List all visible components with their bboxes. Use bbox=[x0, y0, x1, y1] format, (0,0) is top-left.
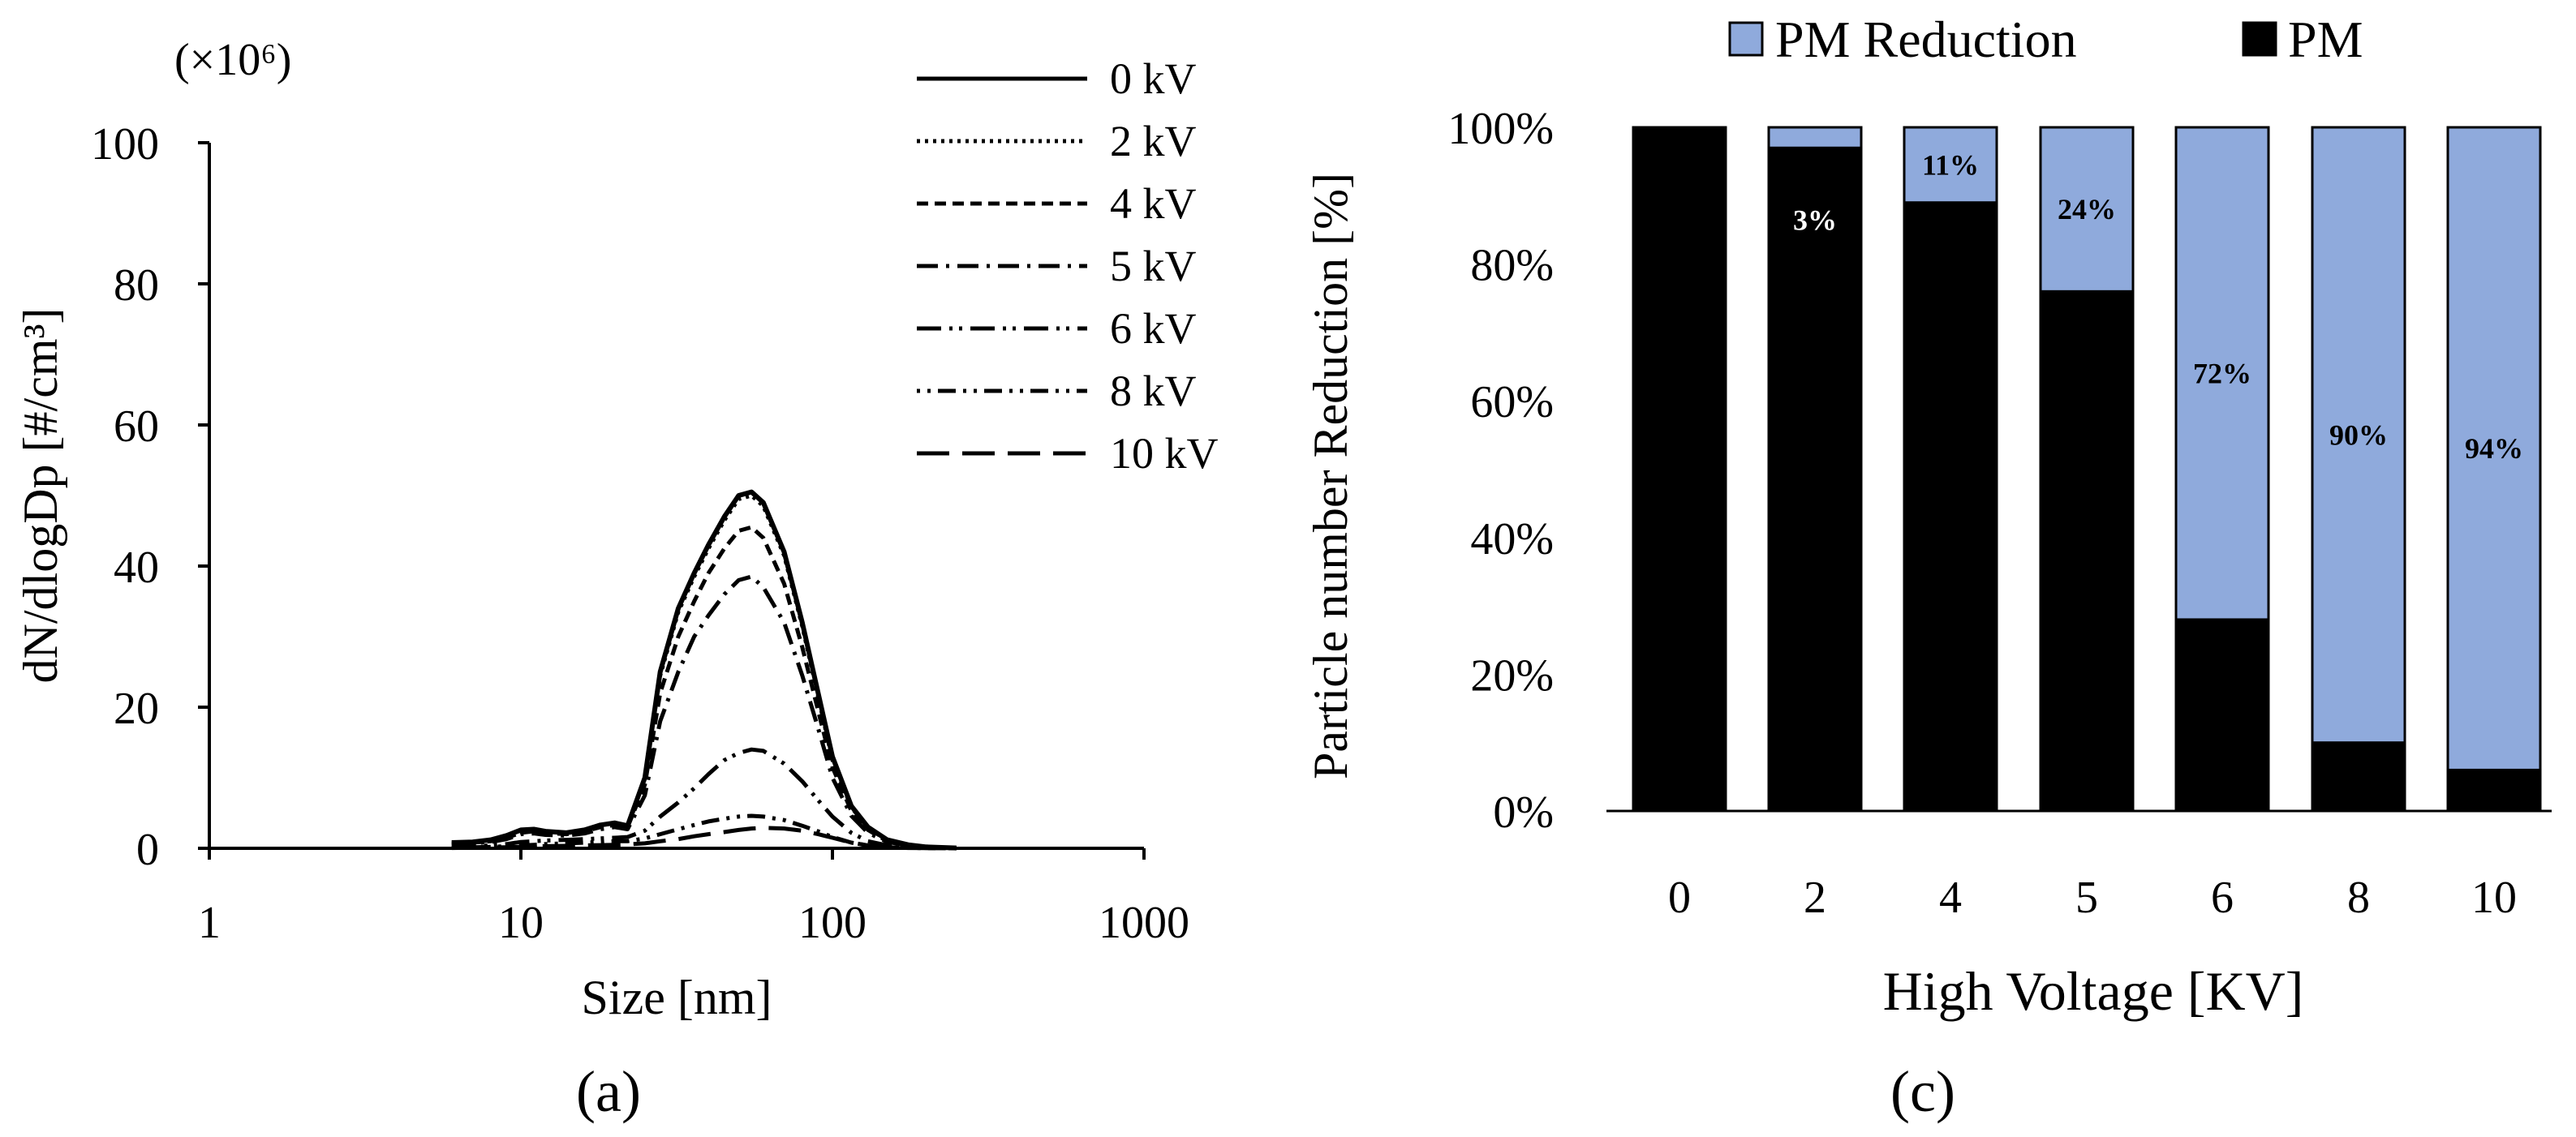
panel-a-y-axis-title: dN/dlogDp [#/cm³] bbox=[14, 308, 67, 684]
bar-data-label: 11% bbox=[1922, 148, 1979, 181]
panel-a-legend: 0 kV 2 kV 4 kV 5 kV 6 kV 8 kV 10 kV bbox=[917, 54, 1219, 478]
y-tick-label: 40% bbox=[1470, 514, 1554, 564]
legend-label: 8 kV bbox=[1110, 367, 1197, 415]
bar-pm bbox=[1767, 146, 1863, 813]
x-tick-label: 4 bbox=[1939, 873, 1962, 923]
bar-data-label: 90% bbox=[2329, 418, 2388, 451]
x-tick-label: 1 bbox=[198, 898, 221, 948]
panel-a-x-axis-title: Size [nm] bbox=[582, 971, 772, 1024]
panel-c-chart: PM Reduction PM 3%11%24%72%90% 94% 0%20%40… bbox=[1304, 11, 2552, 1124]
panel-c-x-axis-title: High Voltage [KV] bbox=[1883, 960, 2304, 1022]
panel-c-label: (c) bbox=[1890, 1059, 1955, 1124]
legend-label: 2 kV bbox=[1110, 117, 1197, 165]
bar-pm bbox=[1903, 201, 1998, 813]
y-tick-label: 20% bbox=[1470, 650, 1554, 701]
panel-c-y-axis-title: Particle number Reduction [%] bbox=[1304, 173, 1357, 779]
x-tick-label: 10 bbox=[2471, 873, 2517, 923]
bar-data-label: 3% bbox=[1793, 204, 1837, 236]
panel-a-label: (a) bbox=[576, 1059, 641, 1124]
legend-label: 10 kV bbox=[1110, 429, 1219, 478]
x-tick-label: 1000 bbox=[1099, 898, 1189, 948]
legend-swatch-pm bbox=[2242, 21, 2277, 57]
bar-data-label: 94% bbox=[2465, 432, 2523, 465]
panel-a-chart: (×10⁶) 0 20 40 60 80 100 1 10 100 1000 0 kV 2 kV 4 … bbox=[14, 35, 1219, 1124]
series-line-8-kv bbox=[451, 813, 957, 851]
legend-swatch-pm-reduction bbox=[1728, 21, 1764, 57]
series-line-10-kv bbox=[451, 826, 957, 851]
x-tick-label: 10 bbox=[498, 898, 544, 948]
y-tick-label: 60% bbox=[1470, 377, 1554, 427]
bar-pm bbox=[2311, 741, 2406, 813]
bar-pm bbox=[1632, 126, 1727, 813]
legend-label-pm: PM bbox=[2288, 11, 2363, 68]
bar-pm-reduction bbox=[1903, 126, 1998, 204]
panel-c-legend: PM Reduction PM bbox=[1728, 11, 2363, 68]
x-tick-label: 100 bbox=[798, 898, 867, 948]
y-tick-label: 100% bbox=[1447, 104, 1554, 154]
x-tick-label: 2 bbox=[1804, 873, 1826, 923]
legend-label: 5 kV bbox=[1110, 242, 1197, 290]
panel-a-series-lines bbox=[451, 489, 957, 851]
y-tick-label: 40 bbox=[114, 543, 159, 593]
y-tick-label: 0 bbox=[136, 825, 159, 875]
y-multiplier-label: (×10⁶) bbox=[174, 35, 291, 85]
panel-c-ticks: 0% 20% 40% 60% 80% 100% 0 2 4 5 6 8 10 bbox=[1447, 104, 2517, 923]
series-line-2-kv bbox=[451, 493, 957, 851]
y-tick-label: 20 bbox=[114, 684, 159, 734]
legend-label: 6 kV bbox=[1110, 304, 1197, 353]
bar-pm bbox=[2039, 290, 2135, 813]
panel-c-bars: 3% 11% 24% 72% 90% 94% bbox=[1632, 126, 2542, 813]
y-tick-label: 100 bbox=[91, 119, 159, 169]
bar-pm-reduction bbox=[2446, 126, 2542, 771]
bar-pm-reduction bbox=[2311, 126, 2406, 744]
y-tick-label: 0% bbox=[1493, 787, 1554, 838]
series-line-4-kv bbox=[451, 525, 957, 851]
legend-label: 4 kV bbox=[1110, 179, 1197, 228]
panel-a-ticks: 0 20 40 60 80 100 1 10 100 1000 bbox=[91, 119, 1189, 948]
x-tick-label: 6 bbox=[2211, 873, 2234, 923]
bar-data-label: 24% bbox=[2058, 193, 2116, 225]
bar-pm-reduction bbox=[2174, 126, 2270, 621]
y-tick-label: 60 bbox=[114, 401, 159, 452]
y-tick-label: 80 bbox=[114, 260, 159, 311]
bar-pm bbox=[2446, 768, 2542, 813]
x-tick-label: 8 bbox=[2347, 873, 2370, 923]
bar-data-label: 72% bbox=[2193, 357, 2251, 389]
x-tick-label: 0 bbox=[1668, 873, 1691, 923]
series-line-6-kv bbox=[451, 747, 957, 851]
y-tick-label: 80% bbox=[1470, 241, 1554, 291]
bar-pm-reduction bbox=[2039, 126, 2135, 293]
bar-pm-reduction bbox=[1767, 126, 1863, 149]
bar-pm bbox=[2174, 618, 2270, 813]
legend-label: 0 kV bbox=[1110, 54, 1197, 103]
legend-label-pm-reduction: PM Reduction bbox=[1775, 11, 2077, 68]
x-tick-label: 5 bbox=[2075, 873, 2098, 923]
series-line-0-kv bbox=[451, 489, 957, 851]
series-line-5-kv bbox=[451, 574, 957, 851]
